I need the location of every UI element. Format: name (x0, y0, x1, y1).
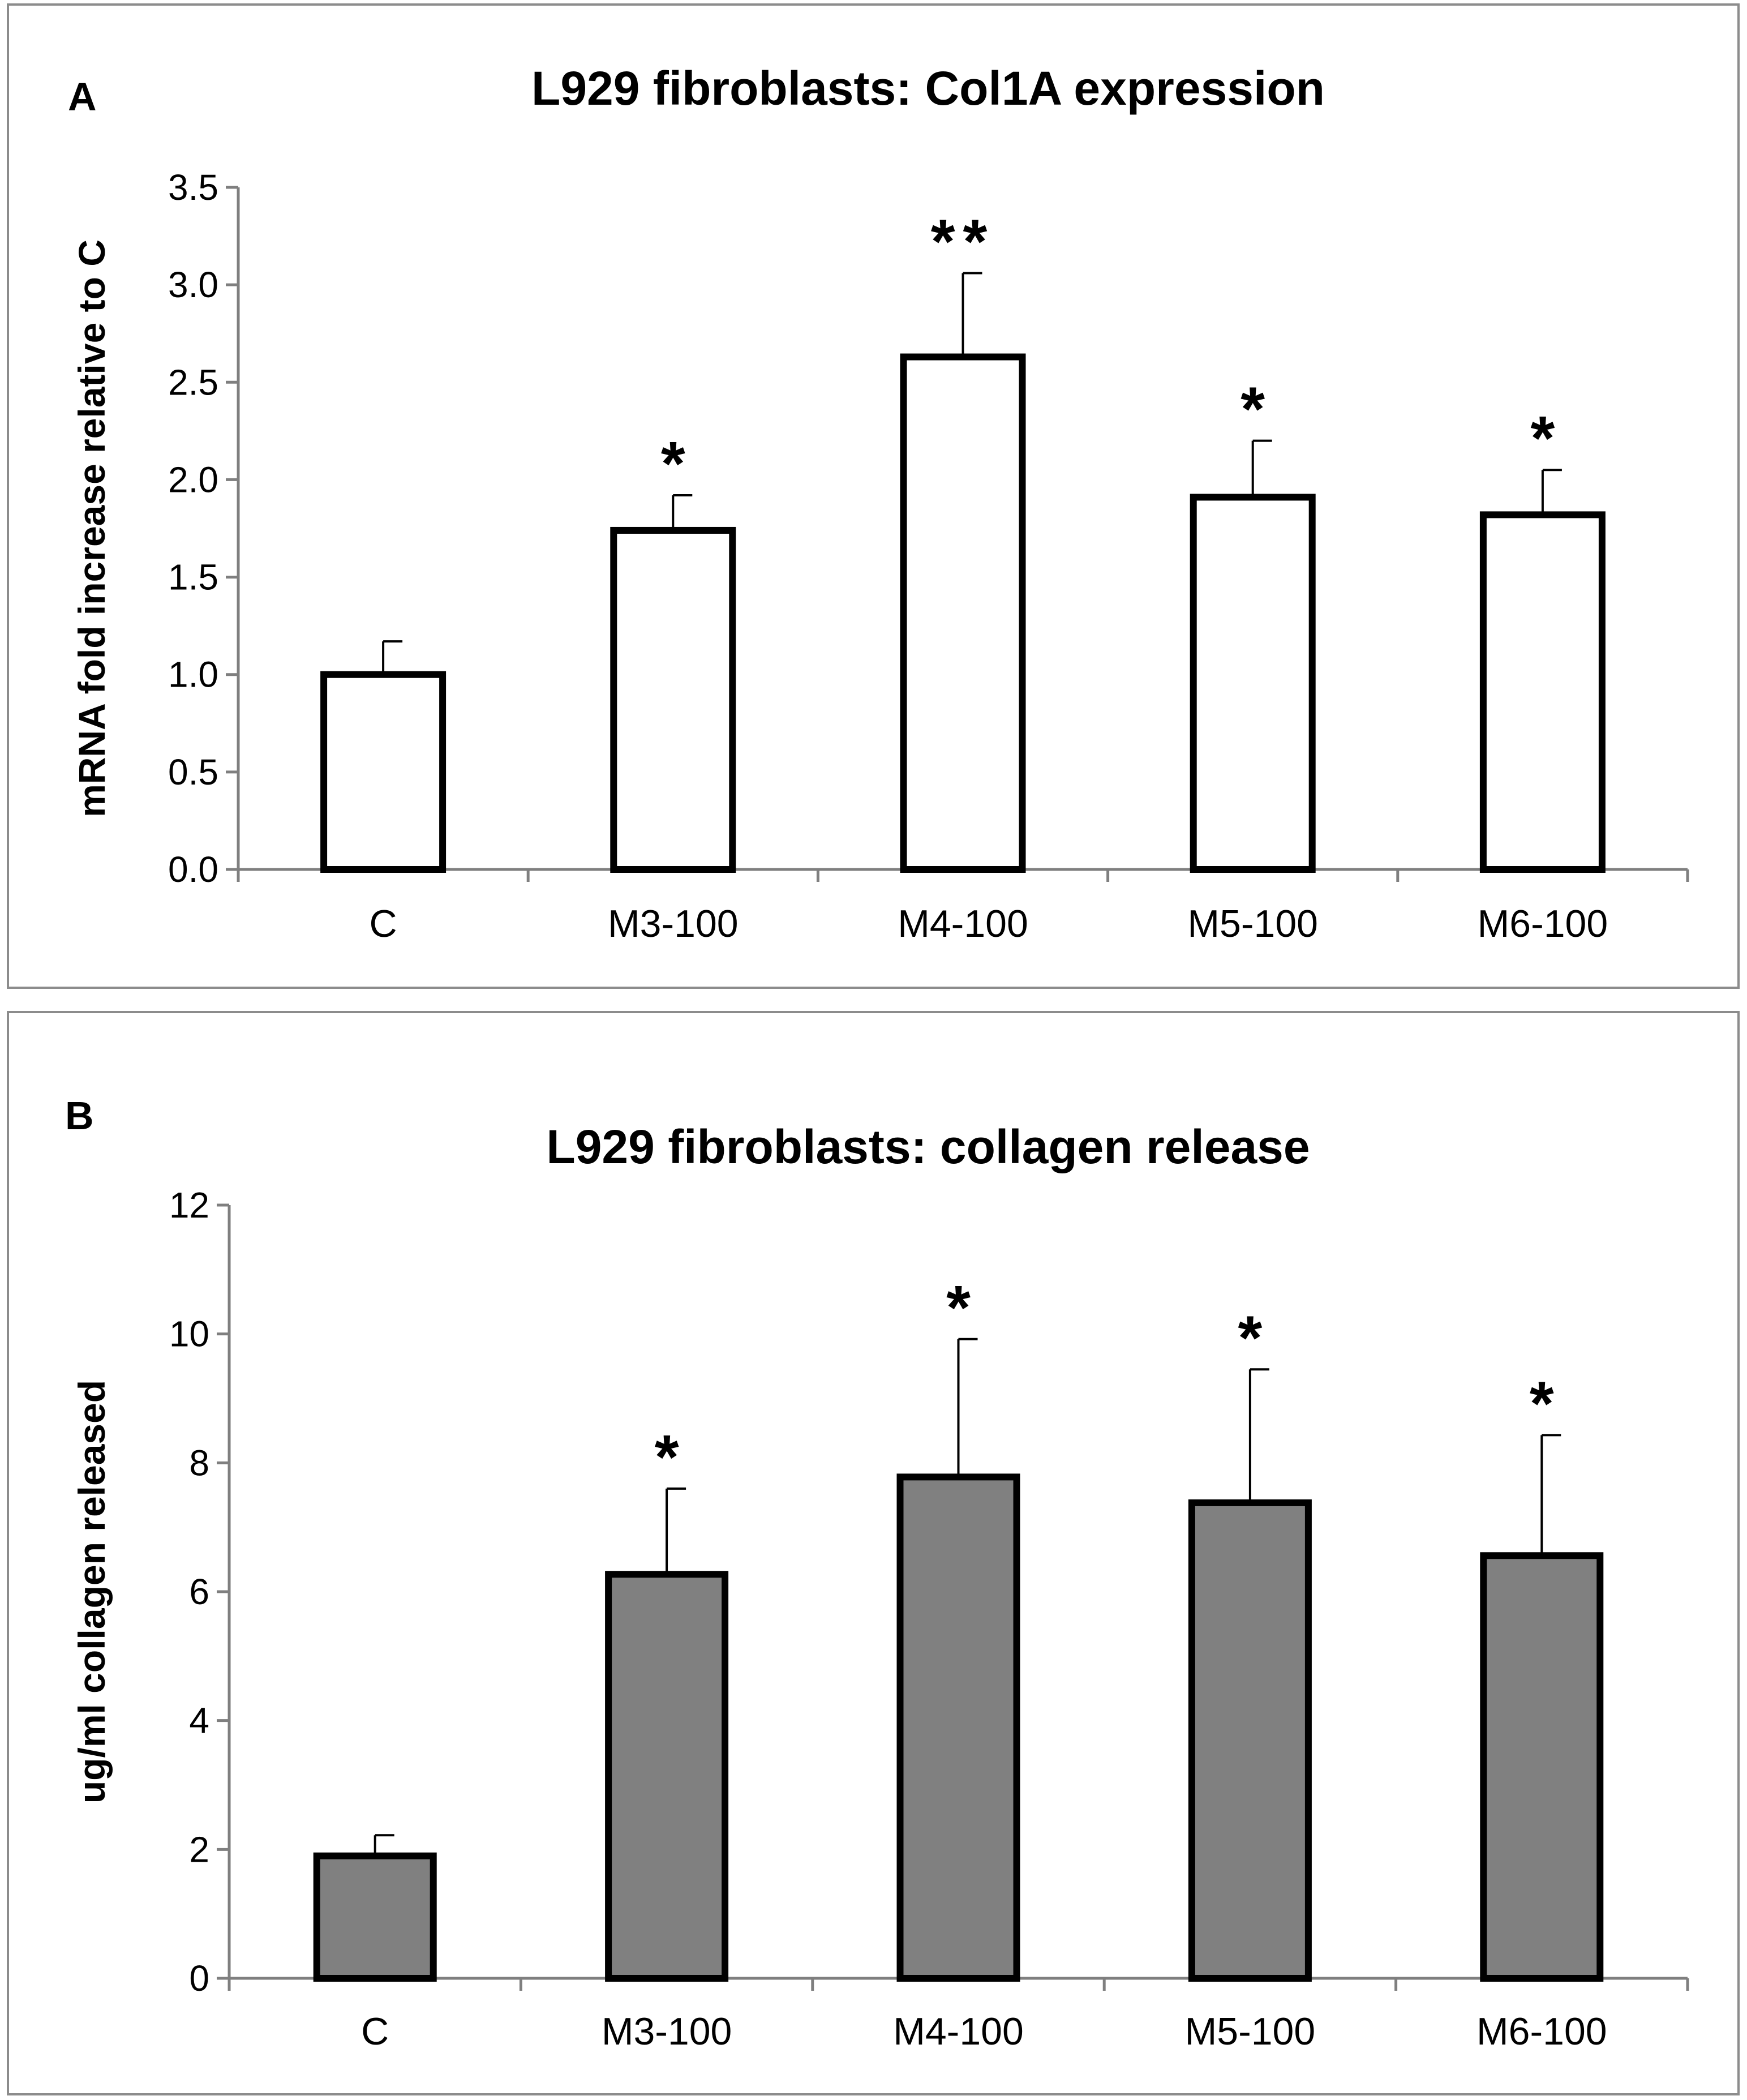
y-tick-label: 1.5 (168, 557, 218, 598)
significance-marker: * (946, 1273, 971, 1343)
y-axis-label: mRNA fold increase relative to C (71, 239, 113, 817)
y-tick-label: 1.0 (168, 654, 218, 695)
bar (1480, 1552, 1604, 1982)
x-category-label: M5-100 (1187, 902, 1318, 945)
y-tick-label: 3.5 (168, 167, 218, 208)
y-tick-label: 0.0 (168, 849, 218, 890)
x-category-label: M3-100 (602, 2010, 732, 2053)
panel-frame (7, 3, 1740, 989)
panel-letter: B (65, 1094, 94, 1138)
panel-a: A L929 fibroblasts: Col1A expression mRNA … (7, 3, 1740, 989)
significance-marker: * (1530, 404, 1555, 473)
y-tick-label: 6 (189, 1571, 209, 1612)
significance-marker: ** (931, 207, 995, 276)
y-tick-label: 2.0 (168, 459, 218, 500)
bar (900, 353, 1026, 873)
significance-marker: * (1241, 375, 1265, 444)
panel-frame (7, 1011, 1740, 2095)
significance-marker: * (655, 1422, 679, 1492)
y-tick-label: 4 (189, 1700, 209, 1741)
bar (610, 526, 736, 873)
x-category-label: M6-100 (1476, 2010, 1607, 2053)
x-category-label: C (361, 2010, 389, 2053)
y-tick-label: 3.0 (168, 264, 218, 305)
chart-title: L929 fibroblasts: collagen release (546, 1120, 1310, 1173)
significance-marker: * (661, 429, 685, 499)
significance-marker: * (1238, 1303, 1262, 1373)
bar (605, 1571, 729, 1982)
bar (1479, 511, 1606, 873)
bar (1190, 494, 1316, 873)
y-tick-label: 0.5 (168, 752, 218, 792)
bar (320, 671, 447, 873)
y-tick-label: 2 (189, 1829, 209, 1870)
x-category-label: C (370, 902, 397, 945)
bar (313, 1852, 437, 1982)
y-tick-label: 12 (169, 1185, 209, 1225)
x-category-label: M4-100 (898, 902, 1028, 945)
y-axis-label: ug/ml collagen released (71, 1380, 113, 1803)
x-category-label: M5-100 (1185, 2010, 1316, 2053)
y-tick-label: 8 (189, 1442, 209, 1483)
x-category-label: M3-100 (608, 902, 739, 945)
y-tick-label: 0 (189, 1958, 209, 1999)
x-category-label: M6-100 (1478, 902, 1608, 945)
x-category-label: M4-100 (893, 2010, 1024, 2053)
chart-title: L929 fibroblasts: Col1A expression (531, 62, 1325, 115)
y-tick-label: 10 (169, 1314, 209, 1355)
y-tick-label: 2.5 (168, 362, 218, 402)
significance-marker: * (1530, 1369, 1554, 1438)
bar (896, 1473, 1020, 1982)
panel-letter: A (68, 75, 97, 119)
panel-b: B L929 fibroblasts: collagen release ug/ml… (7, 1011, 1740, 2095)
bar (1188, 1499, 1312, 1982)
